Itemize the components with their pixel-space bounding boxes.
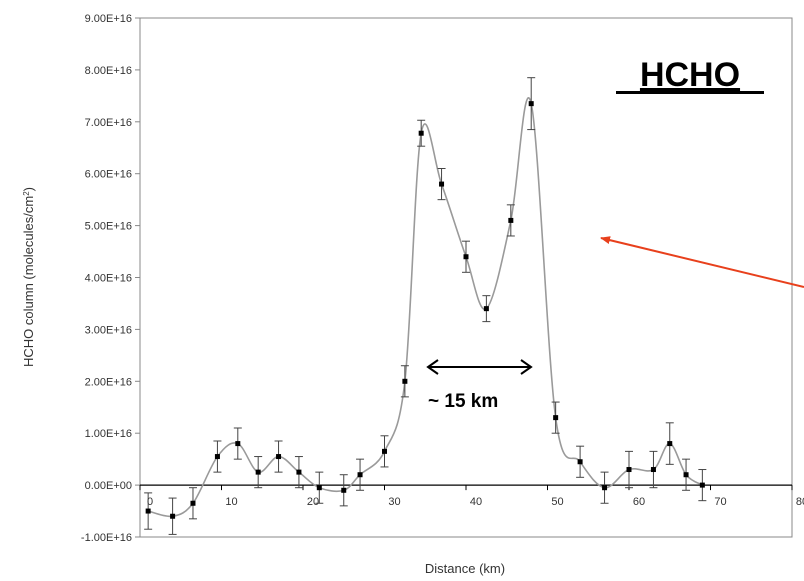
data-point — [508, 217, 514, 223]
y-axis: -1.00E+16 0.00E+00 1.00E+16 2.00E+16 3.00E+1… — [81, 13, 140, 544]
y-tick-label: 6.00E+16 — [85, 169, 132, 181]
data-point — [683, 472, 689, 478]
width-double-arrow — [426, 359, 533, 375]
data-point — [528, 101, 534, 107]
y-tick-label: 9.00E+16 — [85, 13, 132, 25]
data-point — [626, 467, 632, 473]
data-point — [553, 415, 559, 421]
data-point — [214, 454, 220, 460]
data-point — [276, 454, 282, 460]
plot-area — [139, 17, 793, 538]
data-point — [699, 482, 705, 488]
data-point — [341, 487, 347, 493]
x-tick-label: 40 — [470, 496, 482, 508]
x-tick-label: 20 — [307, 496, 319, 508]
y-tick-label: 1.00E+16 — [85, 428, 132, 440]
data-point — [418, 130, 424, 136]
chart-title-underline — [616, 91, 764, 94]
data-point — [483, 306, 489, 312]
x-tick-label: 30 — [388, 496, 400, 508]
data-point — [667, 441, 673, 447]
data-point — [439, 181, 445, 187]
data-point — [170, 513, 176, 519]
data-point — [463, 254, 469, 260]
data-point — [296, 469, 302, 475]
y-axis-label: HCHO column (molecules/cm2) — [21, 187, 36, 367]
data-point — [145, 508, 151, 514]
y-tick-label: 7.00E+16 — [85, 117, 132, 129]
y-tick-label: 5.00E+16 — [85, 221, 132, 233]
data-point — [316, 485, 322, 491]
series-hcho — [144, 77, 707, 535]
data-point — [577, 459, 583, 465]
y-tick-label: -1.00E+16 — [81, 532, 132, 544]
y-tick-label: 0.00E+00 — [85, 480, 132, 492]
data-point — [382, 448, 387, 454]
y-tick-label: 4.00E+16 — [85, 273, 132, 285]
x-tick-label: 50 — [551, 496, 563, 508]
x-tick-label: 10 — [225, 496, 237, 508]
data-point — [402, 378, 408, 384]
data-point — [602, 485, 608, 491]
chart-title: HCHO — [640, 56, 740, 94]
x-axis-label: Distance (km) — [425, 561, 505, 576]
y-tick-label: 3.00E+16 — [85, 324, 132, 336]
y-tick-label: 2.00E+16 — [85, 376, 132, 388]
x-tick-label: 80 — [796, 496, 804, 508]
y-tick-label: 8.00E+16 — [85, 65, 132, 77]
data-point — [255, 469, 261, 475]
x-tick-label: 0 — [147, 496, 153, 508]
x-axis: 0 10 20 30 40 50 60 70 80 — [139, 484, 804, 508]
pointer-arrow — [600, 236, 804, 288]
x-tick-label: 60 — [633, 496, 645, 508]
data-point — [190, 500, 196, 506]
data-point — [650, 467, 656, 473]
data-point — [235, 441, 241, 447]
width-annotation: ~ 15 km — [428, 391, 498, 412]
x-tick-label: 70 — [714, 496, 726, 508]
data-point — [357, 472, 363, 478]
